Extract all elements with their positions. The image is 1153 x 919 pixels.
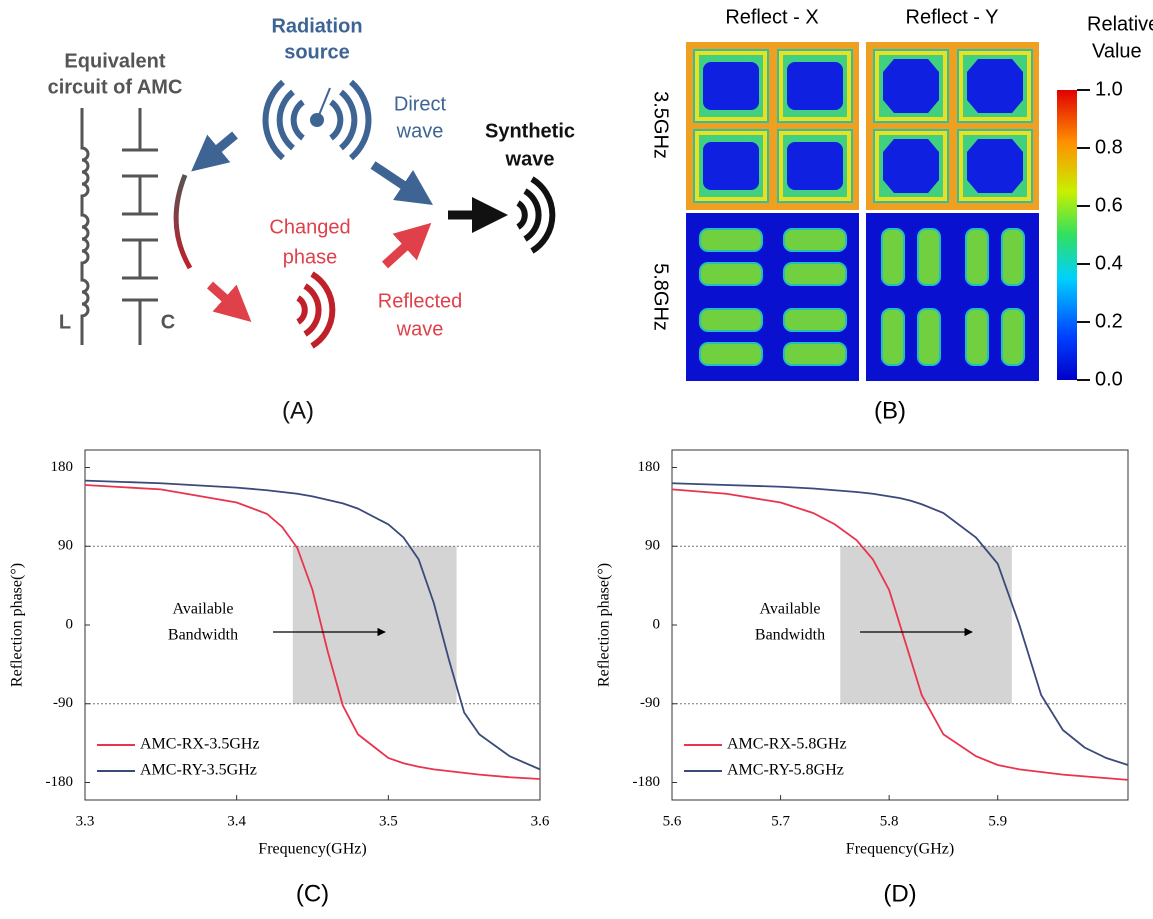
row-label: 5.8GHz: [650, 263, 672, 331]
heatmap-core: [703, 142, 759, 190]
colorbar-tick-label: 0.0: [1095, 368, 1123, 390]
y-tick-label: 0: [653, 616, 661, 632]
heatmap-shape: [700, 309, 762, 331]
panel-label: (D): [883, 880, 916, 907]
chart: 3.3 3.4 3.5 3.6 -180 -90 0 90 180 AMC-RX-3.5GHz AM…: [9, 450, 550, 907]
colorbar-tick-label: 0.8: [1095, 136, 1123, 158]
x-tick-label: 3.4: [227, 813, 246, 829]
colorbar-tick-label: 0.2: [1095, 310, 1123, 332]
colorbar-tick-label: 1.0: [1095, 78, 1123, 100]
annotation: Available: [759, 601, 820, 618]
heatmap-shape: [882, 229, 904, 285]
label: wave: [505, 148, 555, 170]
panel-label: (A): [282, 397, 314, 424]
heatmap-shape: [784, 343, 846, 365]
y-tick-label: 90: [645, 538, 660, 554]
label: Changed: [269, 216, 350, 238]
x-tick-label: 3.3: [76, 813, 95, 829]
panel-label: (B): [874, 397, 906, 424]
x-tick-label: 5.7: [771, 813, 790, 829]
y-axis-label: Reflection phase(°): [596, 563, 613, 687]
capacitor: [122, 108, 158, 345]
y-tick-label: -90: [53, 695, 73, 711]
shaded-band: [293, 546, 457, 704]
heatmap-shape: [918, 229, 940, 285]
label: Reflected: [378, 290, 463, 312]
source-waves: [265, 82, 368, 158]
y-tick-label: -180: [46, 774, 74, 790]
reflected-waves: [298, 274, 332, 346]
label: Equivalent: [64, 50, 165, 72]
label: wave: [396, 318, 444, 340]
y-tick-label: 0: [66, 616, 74, 632]
heatmap-shape: [966, 229, 988, 285]
column-label: Reflect - X: [725, 6, 818, 28]
legend-label: AMC-RY-5.8GHz: [727, 762, 844, 779]
x-tick-label: 5.8: [880, 813, 899, 829]
page: Equivalent circuit of AMC Radiation sour…: [0, 0, 1153, 919]
heatmap-shape: [700, 229, 762, 251]
label: source: [284, 41, 350, 63]
legend-label: AMC-RX-5.8GHz: [727, 736, 847, 753]
y-tick-label: -180: [633, 774, 661, 790]
x-tick-label: 3.5: [379, 813, 398, 829]
heatmap-core: [703, 62, 759, 110]
synthetic-waves: [518, 179, 552, 251]
label: C: [161, 311, 175, 333]
x-tick-label: 5.9: [988, 813, 1007, 829]
y-tick-label: 90: [58, 538, 73, 554]
panel-b: Reflect - X Reflect - Y 3.5GHz 5.8GHz Re…: [650, 6, 1153, 424]
label: Synthetic: [485, 120, 575, 142]
heatmap-core: [787, 142, 843, 190]
heatmap-shape: [1002, 309, 1024, 365]
panel-a: Equivalent circuit of AMC Radiation sour…: [48, 15, 575, 424]
shaded-band: [840, 546, 1012, 704]
reflection-curve: [176, 175, 190, 268]
heatmap-core: [967, 139, 1023, 193]
figure: Equivalent circuit of AMC Radiation sour…: [0, 0, 1153, 919]
x-axis-label: Frequency(GHz): [846, 841, 954, 858]
x-axis-label: Frequency(GHz): [258, 841, 366, 858]
y-tick-label: 180: [51, 459, 74, 475]
label: phase: [283, 246, 338, 268]
column-label: Reflect - Y: [906, 6, 999, 28]
annotation: Available: [172, 601, 233, 618]
heatmap-core: [787, 62, 843, 110]
heatmap-shape: [784, 229, 846, 251]
heatmap-shape: [1002, 229, 1024, 285]
panel-label: (C): [296, 880, 329, 907]
label: Direct: [394, 93, 447, 115]
heatmap-shape: [784, 309, 846, 331]
x-tick-label: 3.6: [531, 813, 550, 829]
y-tick-label: 180: [638, 459, 661, 475]
colorbar-title: Relative: [1087, 13, 1153, 35]
heatmap-core: [967, 59, 1023, 113]
heatmap-shape: [700, 343, 762, 365]
label: circuit of AMC: [48, 76, 183, 98]
colorbar: [1057, 90, 1077, 380]
annotation: Bandwidth: [168, 627, 238, 644]
label: Radiation: [271, 15, 362, 37]
y-axis-label: Reflection phase(°): [9, 563, 26, 687]
heatmap-core: [883, 59, 939, 113]
row-label: 3.5GHz: [650, 91, 672, 159]
heatmap-shape: [700, 263, 762, 285]
inductor: [82, 108, 88, 345]
heatmap-shape: [882, 309, 904, 365]
label: L: [59, 311, 71, 333]
annotation: Bandwidth: [755, 627, 825, 644]
heatmap-shape: [918, 309, 940, 365]
label: wave: [396, 120, 444, 142]
legend-label: AMC-RY-3.5GHz: [140, 762, 257, 779]
colorbar-tick-label: 0.6: [1095, 194, 1123, 216]
colorbar-tick-label: 0.4: [1095, 252, 1123, 274]
colorbar-title: Value: [1092, 40, 1142, 62]
chart: 5.6 5.7 5.8 5.9 -180 -90 0 90 180 AMC-RX-5.8GHz AM…: [596, 450, 1128, 907]
heatmap-shape: [966, 309, 988, 365]
heatmap-shape: [784, 263, 846, 285]
y-tick-label: -90: [640, 695, 660, 711]
legend-label: AMC-RX-3.5GHz: [140, 736, 260, 753]
x-tick-label: 5.6: [663, 813, 682, 829]
heatmap-core: [883, 139, 939, 193]
